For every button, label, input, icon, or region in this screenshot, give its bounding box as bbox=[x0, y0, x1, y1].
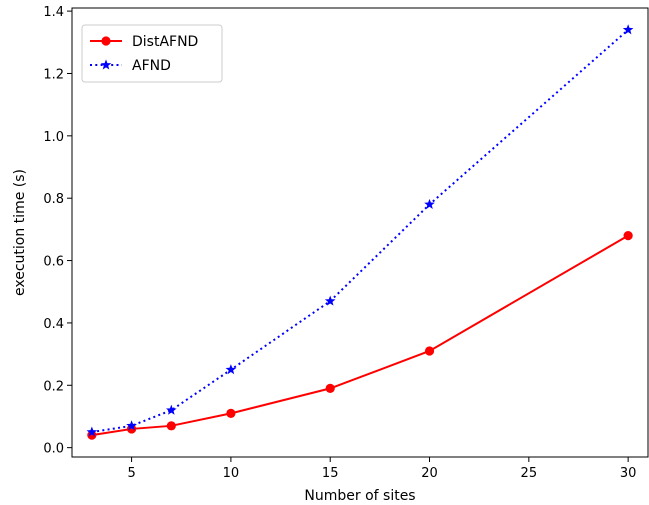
data-point-afnd bbox=[165, 404, 177, 415]
x-tick-label: 15 bbox=[322, 466, 339, 481]
legend-marker-distafnd bbox=[101, 36, 111, 46]
y-axis-label: execution time (s) bbox=[12, 169, 28, 296]
y-tick-label: 1.0 bbox=[43, 130, 64, 145]
legend-label-afnd: AFND bbox=[132, 58, 171, 74]
x-tick-label: 30 bbox=[620, 466, 637, 481]
y-tick-label: 0.0 bbox=[43, 442, 64, 457]
data-point-distafnd bbox=[226, 408, 236, 418]
x-axis-label: Number of sites bbox=[304, 488, 415, 504]
data-point-afnd bbox=[86, 426, 98, 437]
x-tick-label: 20 bbox=[421, 466, 438, 481]
y-tick-label: 1.2 bbox=[43, 67, 64, 82]
plot-area bbox=[86, 24, 634, 440]
data-point-afnd bbox=[126, 420, 137, 431]
legend-box bbox=[81, 24, 223, 83]
y-tick-label: 1.4 bbox=[43, 5, 64, 20]
data-point-distafnd bbox=[87, 430, 97, 440]
data-point-afnd bbox=[622, 24, 634, 35]
data-point-afnd bbox=[424, 198, 435, 209]
data-point-afnd bbox=[324, 295, 336, 306]
y-tick-label: 0.6 bbox=[43, 255, 64, 270]
data-point-afnd bbox=[225, 364, 237, 375]
legend: DistAFND AFND bbox=[81, 24, 223, 83]
x-tick-label: 25 bbox=[521, 466, 538, 481]
data-point-distafnd bbox=[623, 231, 633, 241]
plot-frame bbox=[71, 7, 649, 458]
data-point-distafnd bbox=[166, 421, 176, 431]
y-tick-label: 0.2 bbox=[43, 379, 64, 394]
x-tick-label: 5 bbox=[127, 466, 135, 481]
y-tick-label: 0.4 bbox=[43, 317, 64, 332]
y-tick-label: 0.8 bbox=[43, 192, 64, 207]
x-tick-label: 10 bbox=[223, 466, 240, 481]
data-point-distafnd bbox=[424, 346, 435, 356]
axes: 5 10 15 20 25 30 0.0 0.2 0.4 0.6 0.8 1.0 1.2 1.4 bbox=[43, 5, 649, 481]
legend-label-distafnd: DistAFND bbox=[132, 34, 198, 50]
data-point-distafnd bbox=[325, 383, 335, 394]
legend-marker-afnd bbox=[100, 59, 112, 70]
